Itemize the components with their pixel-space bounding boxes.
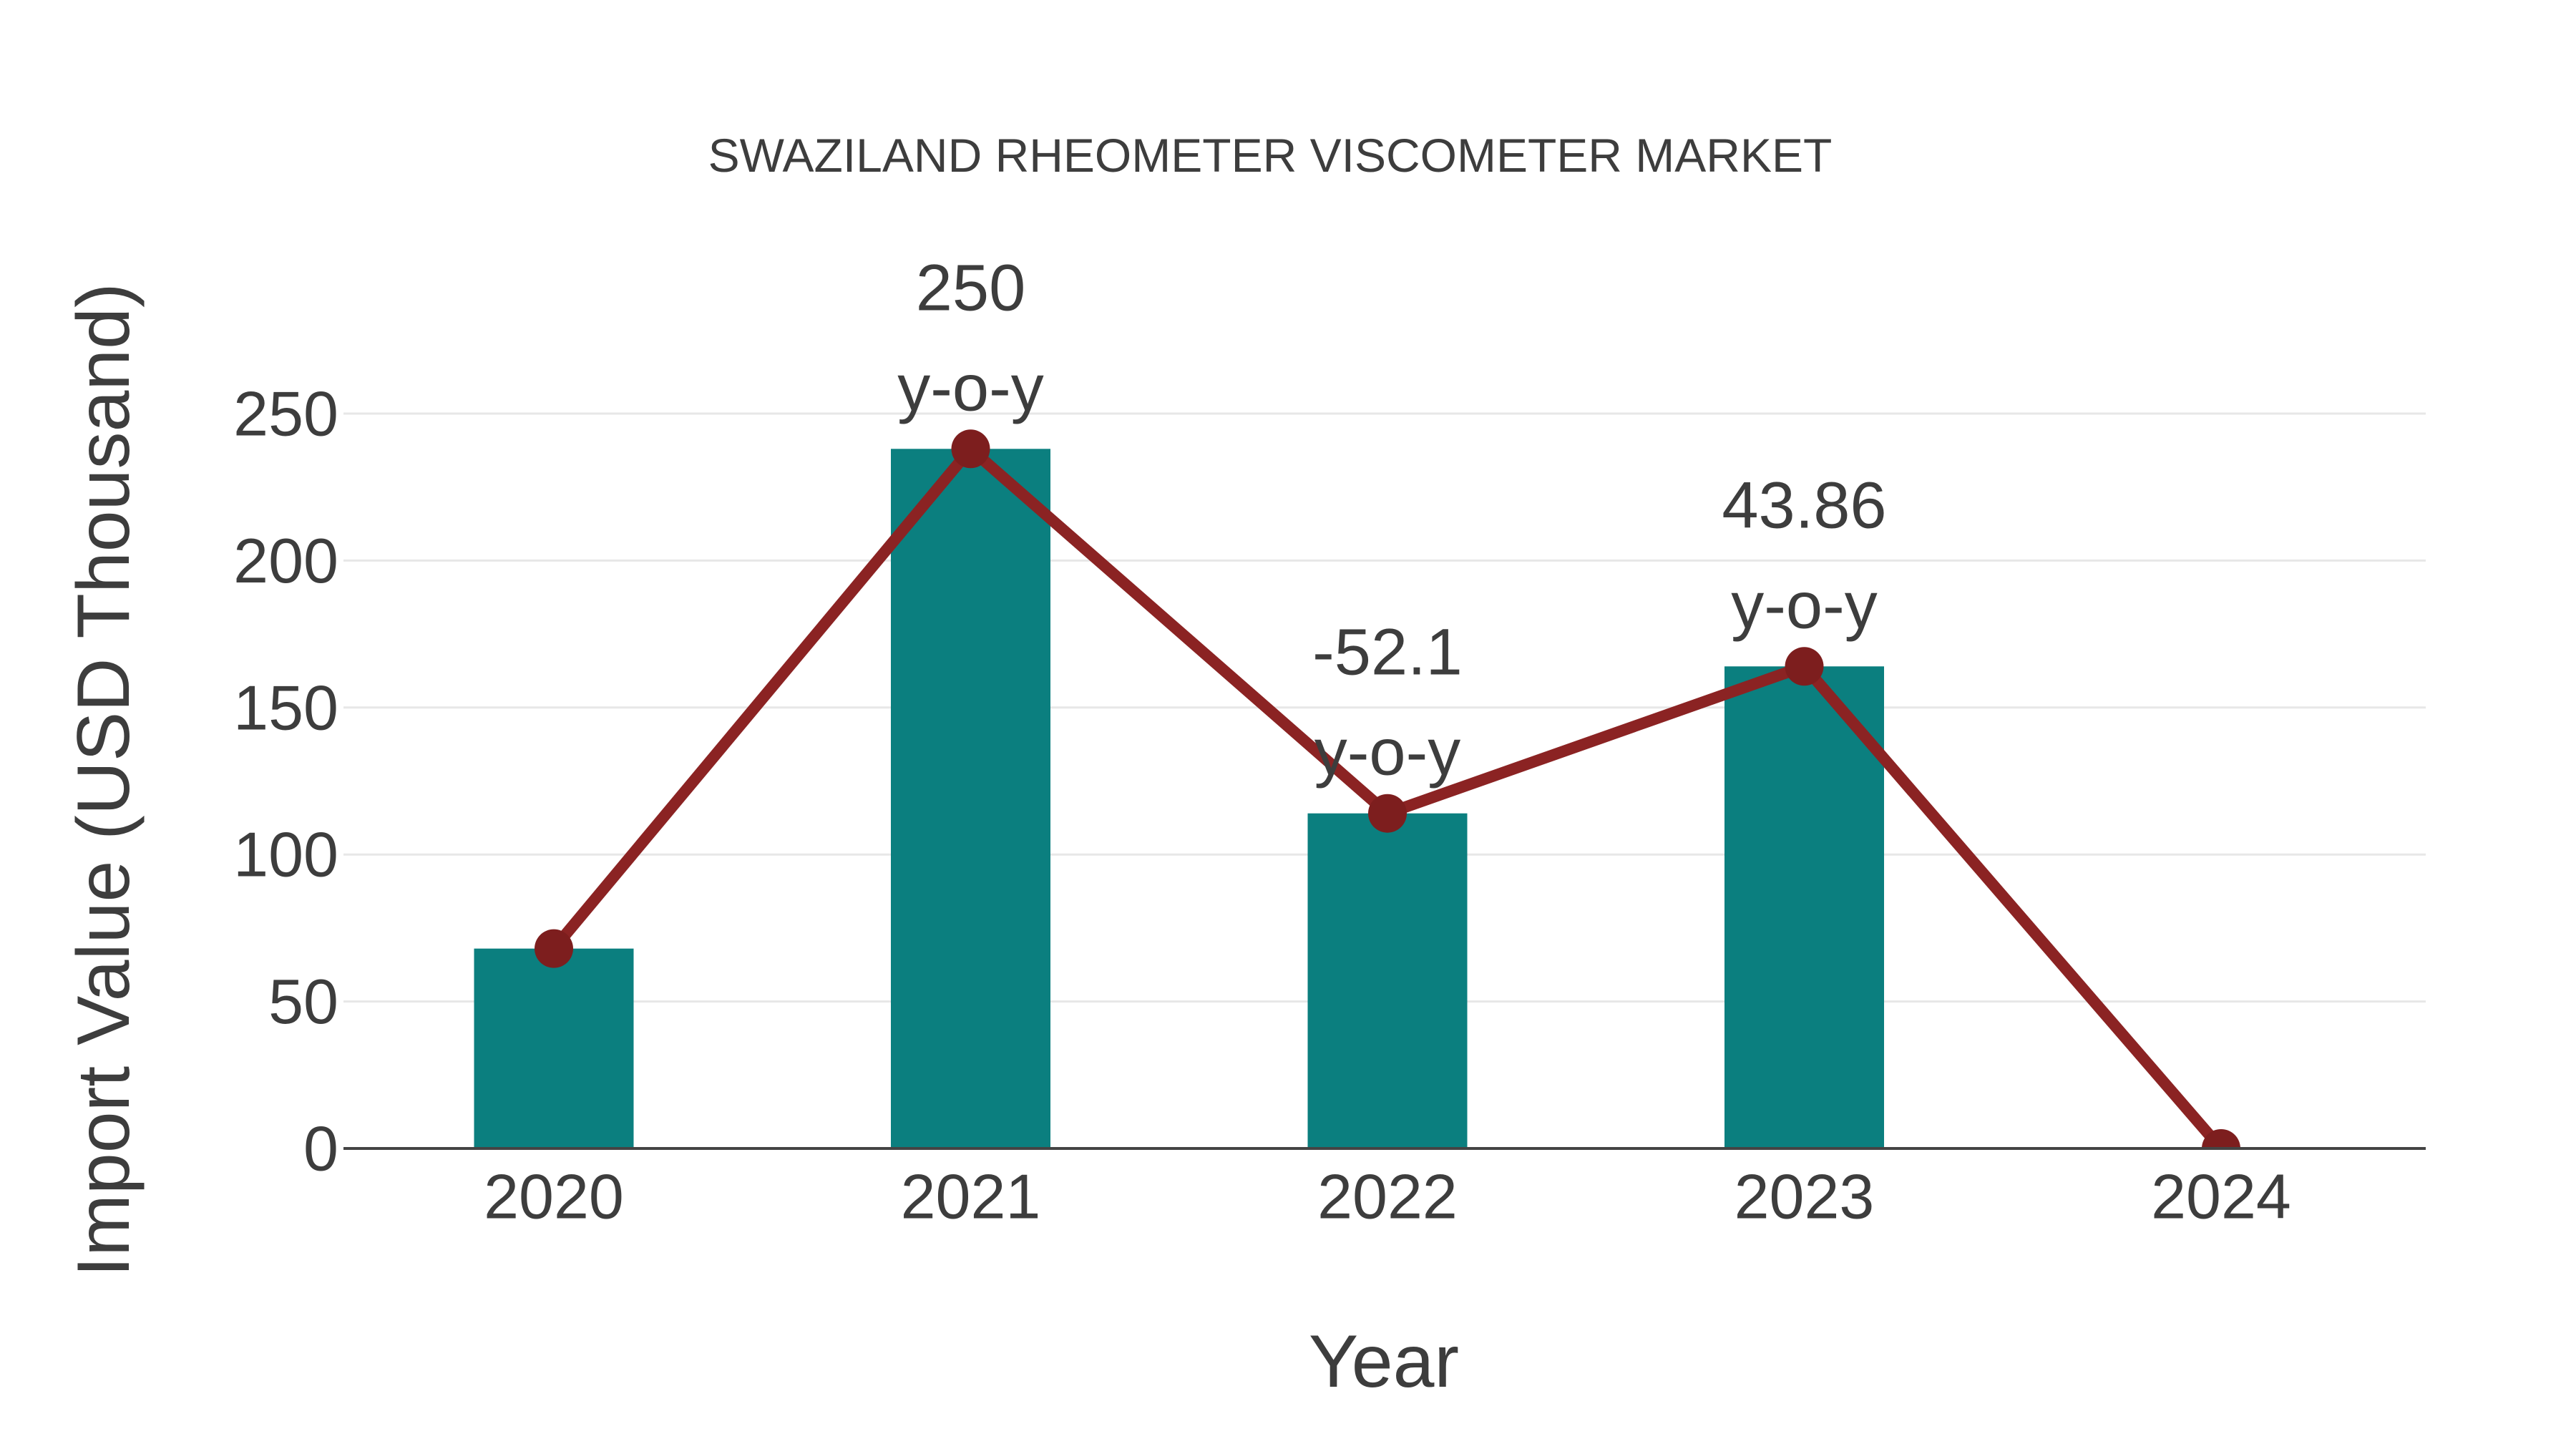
y-axis-title: Import Value (USD Thousand) <box>62 283 145 1277</box>
x-tick-label-2023: 2023 <box>1735 1161 1875 1232</box>
line-series-layer <box>535 429 2240 1149</box>
line-clipped-group <box>535 429 2240 1149</box>
y-tick-labels-layer: 0 50 100 150 200 250 <box>233 379 338 1184</box>
line-marker-2022 <box>1368 794 1407 833</box>
x-axis-title: Year <box>1309 1320 1459 1403</box>
x-tick-label-2020: 2020 <box>484 1161 624 1232</box>
x-tick-label-2022: 2022 <box>1317 1161 1458 1232</box>
annotation-value-2022: -52.1 <box>1312 616 1463 689</box>
line-marker-2023 <box>1785 647 1824 686</box>
line-marker-2020 <box>535 929 573 968</box>
x-tick-label-2021: 2021 <box>901 1161 1041 1232</box>
bar-2020 <box>474 948 634 1148</box>
y-tick-label-50: 50 <box>268 966 338 1037</box>
gridlines-layer <box>343 412 2426 1003</box>
chart-title: SWAZILAND RHEOMETER VISCOMETER MARKET <box>708 129 1833 182</box>
annotation-yoy-2023: y-o-y <box>1731 569 1877 642</box>
annotation-yoy-2021: y-o-y <box>897 351 1043 424</box>
y-tick-label-250: 250 <box>233 379 338 449</box>
bar-2023 <box>1724 666 1884 1148</box>
bars-layer <box>474 449 1884 1148</box>
y-tick-label-200: 200 <box>233 525 338 596</box>
bar-2022 <box>1307 813 1468 1148</box>
line-marker-2021 <box>951 429 990 469</box>
annotations-layer: 250 y-o-y -52.1 y-o-y 43.86 y-o-y <box>897 251 1886 789</box>
annotation-value-2023: 43.86 <box>1722 469 1886 542</box>
y-tick-label-0: 0 <box>303 1113 338 1184</box>
annotation-value-2021: 250 <box>916 251 1026 324</box>
x-tick-label-2024: 2024 <box>2151 1161 2291 1232</box>
y-tick-label-100: 100 <box>233 819 338 890</box>
bar-2021 <box>891 449 1050 1148</box>
line-marker-2024 <box>2202 1129 2240 1149</box>
x-tick-labels-layer: 2020 2021 2022 2023 2024 <box>484 1161 2291 1232</box>
y-tick-label-150: 150 <box>233 672 338 743</box>
annotation-yoy-2022: y-o-y <box>1314 716 1460 789</box>
